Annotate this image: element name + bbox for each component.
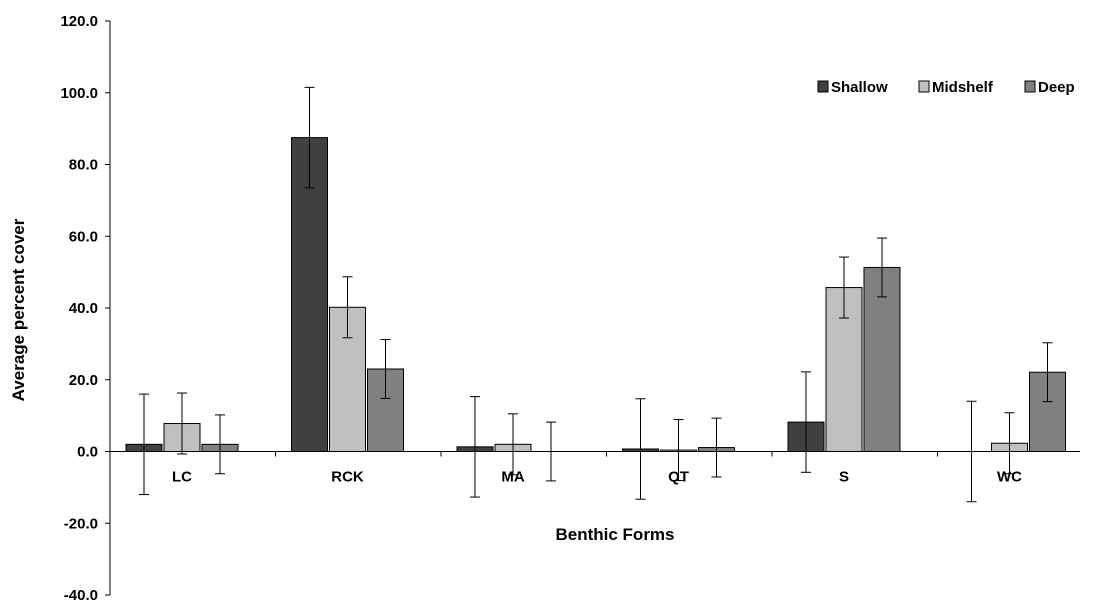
legend-item-deep: Deep xyxy=(1025,79,1075,96)
y-tick-label: 60.0 xyxy=(69,228,98,245)
bars-layer xyxy=(126,138,1066,452)
labels-layer: -40.0 -20.0 0.0 20.0 40.0 60.0 80.0 100.0 120.0 L… xyxy=(60,13,1052,604)
x-category-label: RCK xyxy=(331,469,364,486)
legend-label: Midshelf xyxy=(932,79,994,96)
legend-label: Deep xyxy=(1038,79,1075,96)
y-tick-label: 80.0 xyxy=(69,157,98,174)
y-tick-label: 0.0 xyxy=(77,444,98,461)
y-tick-label: -40.0 xyxy=(64,587,98,604)
y-tick-label: -20.0 xyxy=(64,515,98,532)
x-axis-title: Benthic Forms xyxy=(555,525,674,544)
y-tick-label: 20.0 xyxy=(69,372,98,389)
axes-layer xyxy=(105,21,1080,595)
y-axis-title: Average percent cover xyxy=(9,218,28,401)
legend-swatch xyxy=(818,81,828,92)
x-category-label: LC xyxy=(172,469,192,486)
legend-swatch xyxy=(919,81,929,92)
legend-item-midshelf: Midshelf xyxy=(919,79,994,96)
legend-swatch xyxy=(1025,81,1035,92)
y-tick-label: 120.0 xyxy=(60,13,98,30)
legend-label: Shallow xyxy=(831,79,888,96)
y-tick-label: 100.0 xyxy=(60,85,98,102)
y-tick-label: 40.0 xyxy=(69,300,98,317)
legend-item-shallow: Shallow xyxy=(818,79,888,96)
legend: Shallow Midshelf Deep xyxy=(818,79,1075,96)
x-category-label: S xyxy=(839,469,849,486)
